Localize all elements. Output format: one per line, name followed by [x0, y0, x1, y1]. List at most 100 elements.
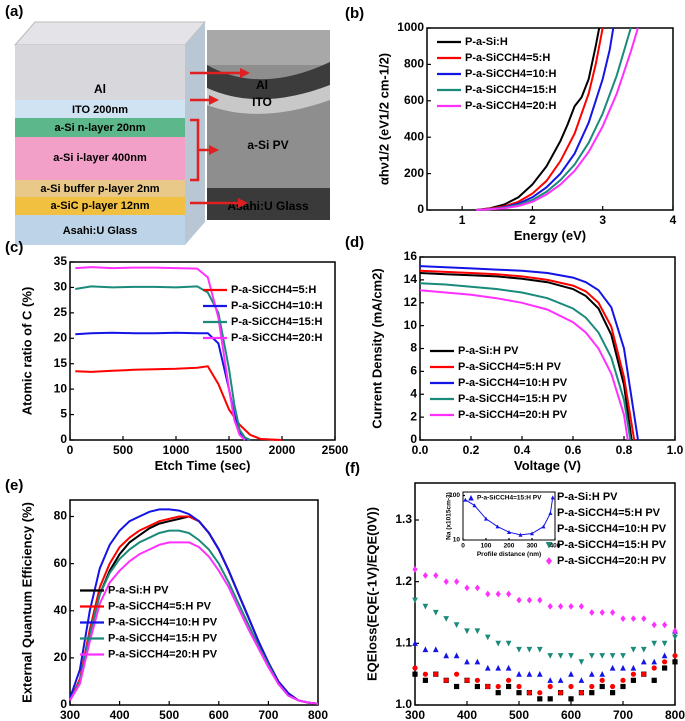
- x-tick-label: 1500: [216, 443, 243, 457]
- marker: [547, 696, 553, 702]
- y-tick-label: 0: [417, 202, 424, 216]
- marker: [537, 596, 543, 604]
- layer-label: Al: [94, 82, 106, 96]
- marker: [568, 602, 574, 610]
- marker: [453, 622, 460, 628]
- marker: [474, 683, 480, 690]
- marker: [484, 664, 491, 671]
- x-tick-label: 2500: [322, 443, 349, 457]
- legend-label: P-a-Si:H PV: [557, 491, 618, 503]
- y-tick-label: 10: [453, 537, 461, 544]
- marker: [422, 677, 428, 683]
- sem-ito: [207, 85, 330, 114]
- x-tick-label: 0.8: [616, 443, 633, 457]
- stack-side: [185, 22, 205, 245]
- y-tick-label: 8: [410, 341, 417, 355]
- x-tick-label: 600: [209, 708, 229, 721]
- arrows: [190, 71, 242, 205]
- legend-label: P-a-SiCCH4=15:H PV: [458, 393, 568, 405]
- x-tick-label: 400: [457, 708, 477, 721]
- marker: [672, 634, 678, 641]
- y-tick-label: 16: [404, 249, 418, 263]
- x-tick-label: 300: [405, 708, 425, 721]
- marker: [541, 524, 546, 529]
- legend-label: P-a-SiCCH4=5:H: [465, 52, 550, 64]
- stack-top: [13, 21, 207, 46]
- marker: [609, 664, 616, 671]
- marker: [484, 516, 488, 521]
- y-tick-label: 6: [410, 364, 417, 378]
- marker: [516, 646, 522, 653]
- marker: [506, 683, 512, 690]
- legend-label: P-a-SiCCH4=10:H PV: [458, 377, 568, 389]
- marker: [433, 671, 439, 677]
- marker: [453, 652, 460, 659]
- marker: [526, 596, 532, 604]
- marker: [472, 503, 477, 508]
- marker: [412, 671, 418, 677]
- marker: [662, 659, 668, 665]
- y-tick-label: 40: [54, 603, 68, 617]
- series-line: [419, 265, 639, 441]
- x-tick-label: 200: [504, 543, 515, 550]
- x-tick-label: 0: [461, 543, 465, 550]
- marker: [526, 690, 533, 696]
- y-tick-label: 1.0: [395, 697, 412, 711]
- marker: [545, 542, 553, 549]
- x-tick-label: 800: [308, 708, 328, 721]
- marker: [495, 524, 500, 529]
- image-label: a-Si PV: [247, 138, 288, 152]
- marker: [599, 671, 606, 677]
- y-axis-label: Na (x1015cm-3): [446, 492, 453, 540]
- marker: [651, 640, 658, 647]
- marker: [412, 640, 418, 646]
- legend-label: P-a-SiCCH4=10:H: [465, 68, 556, 80]
- x-tick-label: 0.2: [463, 443, 480, 457]
- marker: [578, 677, 585, 683]
- panel-label: (c): [5, 239, 23, 256]
- marker: [662, 665, 668, 671]
- marker: [662, 621, 668, 629]
- marker: [412, 665, 418, 671]
- marker: [630, 671, 637, 677]
- marker: [589, 683, 595, 690]
- series-line: [75, 365, 283, 441]
- marker: [443, 616, 450, 622]
- marker: [578, 659, 585, 665]
- marker: [422, 671, 428, 677]
- panel-label: (f): [345, 460, 360, 477]
- marker: [464, 677, 470, 683]
- legend-label: P-a-SiCCH4=20:H PV: [108, 648, 218, 660]
- marker: [599, 683, 605, 690]
- marker: [454, 671, 460, 677]
- marker: [506, 590, 512, 598]
- x-tick-label: 2000: [269, 443, 296, 457]
- legend-label: P-a-SiCCH4=10:H PV: [557, 523, 667, 535]
- legend-label: P-a-SiCCH4=20:H: [465, 100, 556, 112]
- layer-al: [15, 45, 185, 100]
- marker: [454, 578, 460, 586]
- marker: [495, 664, 502, 671]
- marker: [495, 690, 501, 696]
- x-tick-label: 0.0: [412, 443, 429, 457]
- y-tick-label: 12: [404, 295, 418, 309]
- marker: [474, 658, 481, 665]
- marker: [474, 628, 481, 635]
- marker: [672, 653, 678, 659]
- y-tick-label: 1.2: [395, 574, 412, 588]
- marker: [558, 602, 564, 610]
- x-tick-label: 0.6: [565, 443, 582, 457]
- marker: [640, 646, 647, 653]
- marker: [588, 671, 595, 677]
- marker: [547, 602, 553, 610]
- panel-label: (b): [345, 5, 364, 22]
- marker: [578, 690, 585, 696]
- y-tick-label: 0: [60, 432, 67, 446]
- marker: [548, 511, 553, 516]
- marker: [443, 652, 450, 659]
- marker: [610, 683, 616, 690]
- marker: [557, 653, 564, 659]
- marker: [464, 628, 470, 635]
- marker: [516, 683, 522, 690]
- marker: [412, 565, 418, 573]
